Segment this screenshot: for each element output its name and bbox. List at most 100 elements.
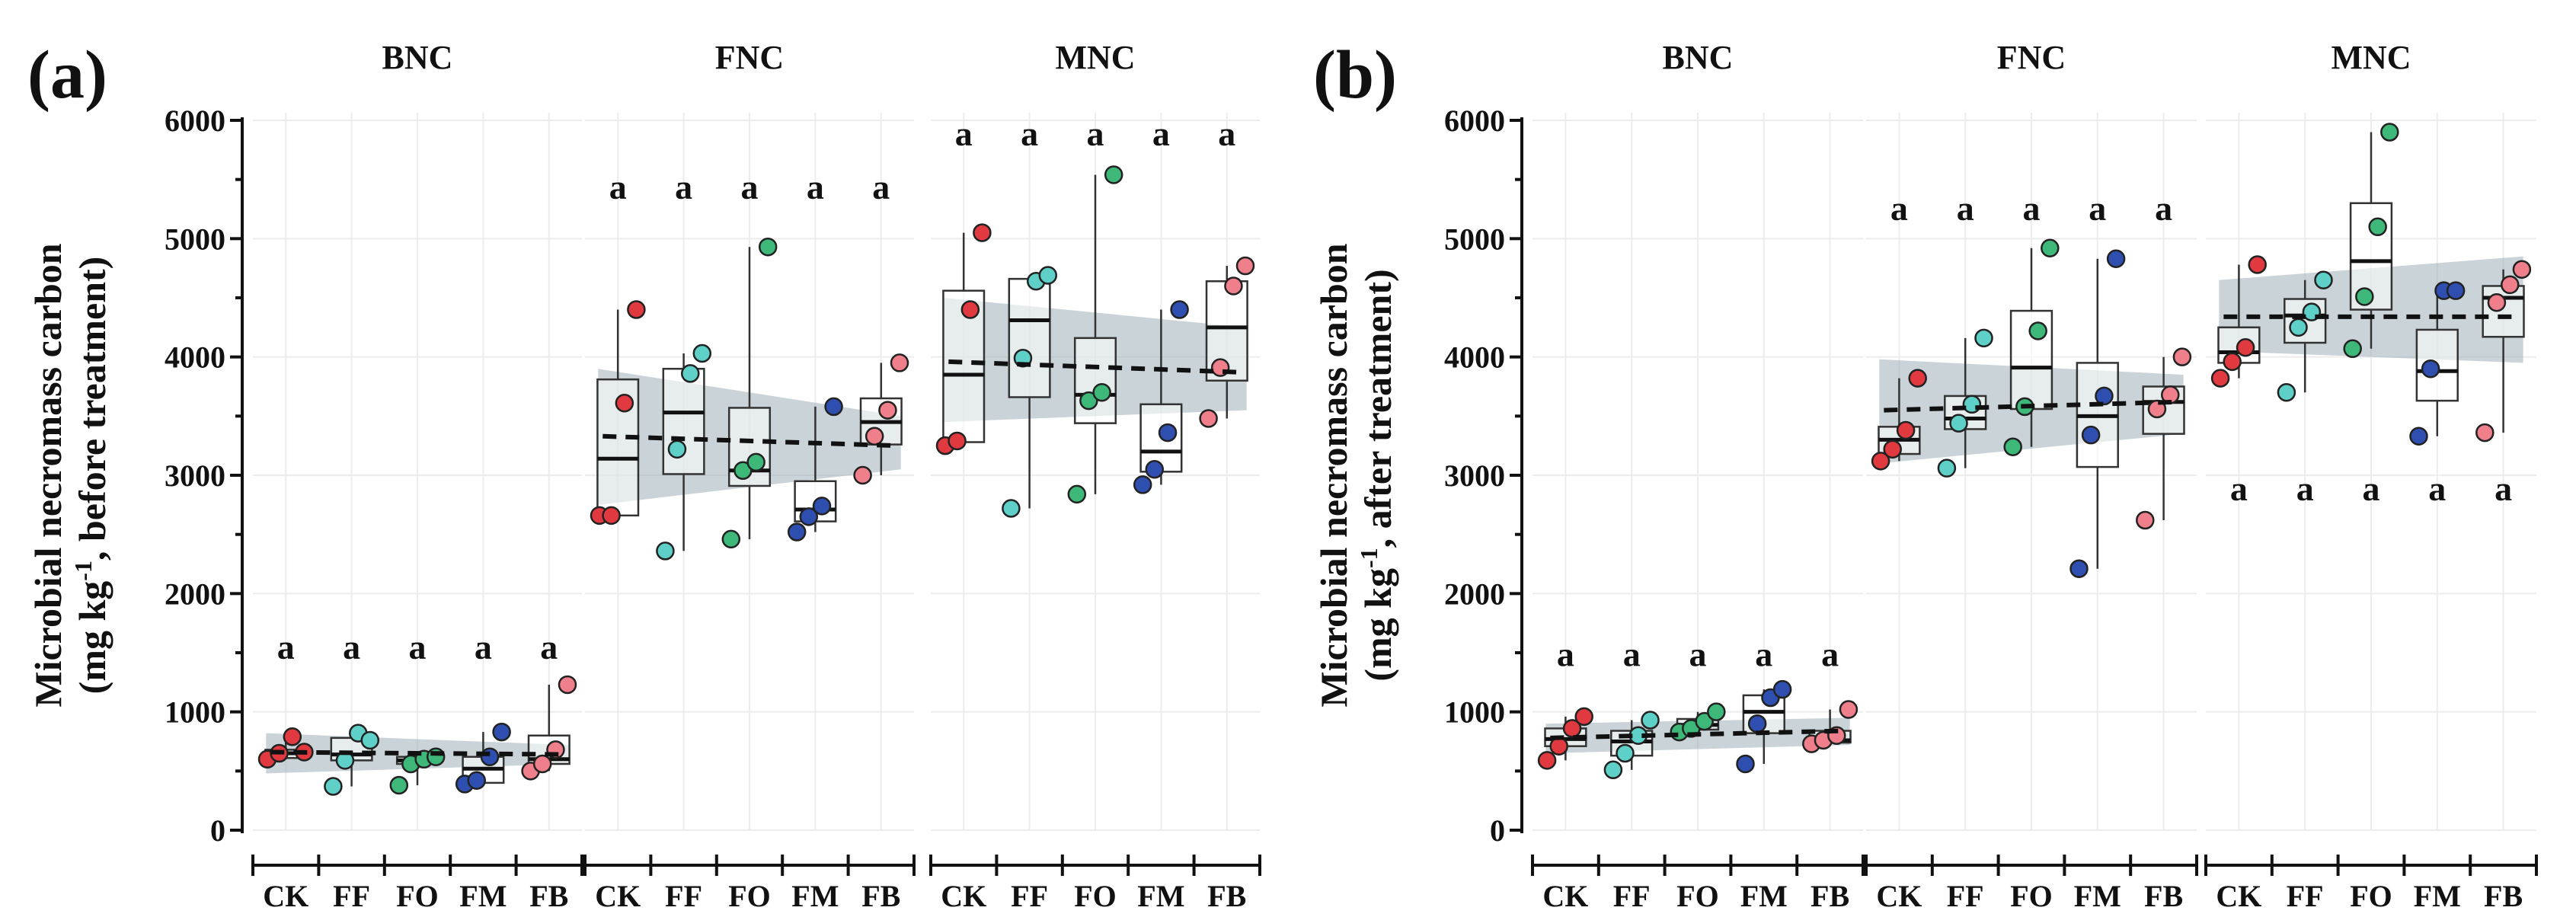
y-axis-label-unit-exponent: -1 bbox=[69, 561, 97, 581]
box-ff: a bbox=[2277, 270, 2333, 508]
data-point bbox=[1079, 391, 1098, 411]
data-point bbox=[2277, 383, 2296, 402]
x-tick-label-ck: CK bbox=[1876, 879, 1922, 913]
y-axis-label-line2: (mg kg-1, after treatment) bbox=[1355, 269, 1399, 681]
x-tick-label-fb: FB bbox=[861, 879, 900, 913]
x-tick-label-ck: CK bbox=[263, 879, 308, 913]
data-point bbox=[1974, 328, 1993, 348]
iqr-box bbox=[662, 367, 705, 475]
data-point bbox=[2355, 287, 2374, 306]
data-point bbox=[2106, 249, 2126, 268]
significance-letter: a bbox=[1087, 114, 1104, 153]
trend-line bbox=[602, 433, 896, 449]
box-ck: a bbox=[935, 114, 992, 455]
data-point bbox=[721, 529, 741, 549]
data-point bbox=[1002, 499, 1021, 518]
facet-title: FNC bbox=[1997, 39, 2066, 76]
significance-letter: a bbox=[807, 168, 824, 206]
data-point bbox=[1603, 760, 1623, 780]
facet-title: MNC bbox=[2331, 39, 2411, 76]
box-fm: a bbox=[787, 168, 843, 542]
data-point bbox=[2081, 425, 2101, 445]
significance-letter: a bbox=[1021, 114, 1038, 153]
significance-letter: a bbox=[1557, 635, 1574, 674]
data-point bbox=[865, 427, 884, 446]
data-point bbox=[615, 393, 634, 413]
y-axis-label-unit: (mg kg bbox=[1357, 568, 1399, 682]
facet-fnc: FNC CK FF FO FM FB a a a a a bbox=[583, 39, 916, 913]
iqr-box bbox=[2482, 285, 2525, 338]
significance-letter: a bbox=[2296, 469, 2314, 508]
significance-letter: a bbox=[343, 628, 360, 666]
data-point bbox=[812, 497, 832, 516]
y-tick-label: 0 bbox=[210, 813, 225, 848]
x-tick-label-fb: FB bbox=[1207, 879, 1246, 913]
data-point bbox=[1133, 475, 1152, 494]
data-point bbox=[1104, 165, 1123, 184]
significance-letter: a bbox=[2363, 469, 2380, 508]
y-axis-label-suffix: , before treatment) bbox=[71, 257, 113, 561]
data-point bbox=[283, 727, 302, 746]
data-point bbox=[2487, 292, 2507, 312]
data-point bbox=[960, 300, 980, 319]
significance-letter: a bbox=[1218, 114, 1235, 153]
y-tick-label: 5000 bbox=[165, 222, 225, 256]
x-tick-label-fo: FO bbox=[1074, 879, 1117, 913]
data-point bbox=[1067, 484, 1087, 504]
data-point bbox=[1772, 679, 1792, 699]
significance-letter: a bbox=[609, 168, 627, 206]
data-point bbox=[1549, 736, 1568, 756]
data-point bbox=[2028, 321, 2047, 340]
box-ff: a bbox=[656, 168, 712, 561]
box-ff: a bbox=[1937, 189, 1993, 478]
x-tick-label-fm: FM bbox=[2414, 879, 2461, 913]
box-ck: a bbox=[1871, 189, 1927, 471]
y-tick-label: 6000 bbox=[1444, 104, 1505, 138]
y-tick-label: 2000 bbox=[1444, 577, 1505, 611]
data-point bbox=[1839, 700, 1858, 719]
significance-letter: a bbox=[2428, 469, 2446, 508]
data-point bbox=[2095, 386, 2114, 406]
x-tick-label-fb: FB bbox=[2144, 879, 2183, 913]
data-point bbox=[890, 353, 909, 372]
data-point bbox=[746, 452, 765, 472]
significance-letter: a bbox=[2155, 189, 2172, 228]
facet-title: FNC bbox=[715, 39, 784, 76]
data-point bbox=[733, 461, 753, 481]
data-point bbox=[2368, 217, 2387, 237]
data-point bbox=[480, 747, 500, 766]
significance-letter: a bbox=[409, 628, 427, 666]
y-tick-label: 2000 bbox=[165, 577, 225, 611]
data-point bbox=[2512, 260, 2532, 279]
data-point bbox=[2003, 437, 2022, 456]
x-tick-label-fm: FM bbox=[2074, 879, 2121, 913]
facet-bnc: BNC CK FF FO FM FB a a a a a bbox=[1531, 39, 1865, 913]
data-point bbox=[1747, 714, 1767, 733]
significance-letter: a bbox=[540, 628, 558, 666]
data-point bbox=[2314, 270, 2333, 289]
data-point bbox=[1562, 719, 1582, 738]
box-fm: a bbox=[1133, 114, 1189, 494]
data-point bbox=[2136, 510, 2155, 530]
box-fb: a bbox=[1199, 114, 1255, 428]
data-point bbox=[2446, 281, 2466, 300]
y-axis-label-line1: Microbial necromass carbon bbox=[27, 243, 69, 707]
data-point bbox=[602, 506, 621, 526]
facet-mnc: MNC CK FF FO FM FB a a a a a bbox=[929, 39, 1261, 913]
data-point bbox=[1908, 369, 1927, 388]
box-ck: a bbox=[257, 628, 314, 769]
y-tick-label: 0 bbox=[1490, 813, 1505, 848]
significance-letter: a bbox=[277, 628, 295, 666]
significance-letter: a bbox=[2023, 189, 2041, 228]
significance-letter: a bbox=[2495, 469, 2512, 508]
data-point bbox=[2147, 399, 2167, 419]
box-ck: a bbox=[590, 168, 646, 526]
data-point bbox=[787, 522, 807, 542]
trend-line bbox=[1550, 728, 1846, 740]
significance-letter: a bbox=[675, 168, 692, 206]
data-point bbox=[667, 439, 687, 459]
data-point bbox=[627, 300, 646, 319]
box-fo: a bbox=[1067, 114, 1123, 504]
significance-letter: a bbox=[1957, 189, 1974, 228]
data-point bbox=[1574, 707, 1593, 727]
